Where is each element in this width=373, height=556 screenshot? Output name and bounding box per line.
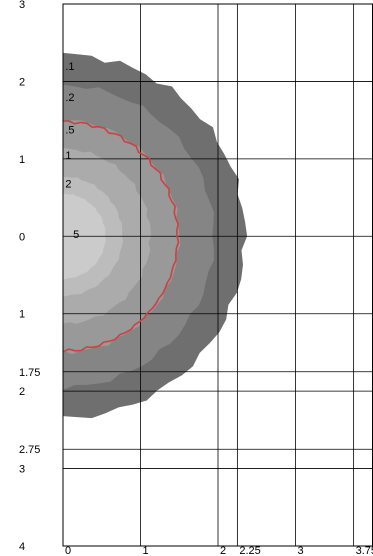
contour-label: 1 — [65, 150, 71, 162]
x-tick-label: 1 — [143, 545, 149, 556]
y-tick-label: 3 — [19, 0, 25, 11]
y-tick-label: 0 — [19, 231, 25, 243]
x-tick-label: 3.75 — [356, 545, 373, 556]
y-tick-label: 2 — [19, 386, 25, 398]
contour-label: 5 — [73, 229, 79, 241]
x-tick-label: 2.25 — [239, 545, 260, 556]
y-tick-label: 1 — [19, 309, 25, 321]
y-tick-label: 2 — [19, 76, 25, 88]
y-tick-label: 1.75 — [19, 367, 40, 379]
y-tick-label: 1 — [19, 154, 25, 166]
y-tick-label: 4 — [19, 541, 25, 553]
contour-label: .1 — [65, 61, 74, 73]
contour-band-5 — [63, 193, 106, 280]
x-tick-label: 3 — [298, 545, 304, 556]
y-tick-label: 2.75 — [19, 444, 40, 456]
contour-label: .5 — [65, 124, 74, 136]
y-tick-label: 3 — [19, 464, 25, 476]
x-tick-label: 0 — [65, 545, 71, 556]
x-tick-label: 2 — [220, 545, 226, 556]
highlight-contour-line — [62, 120, 180, 353]
contour-label: 2 — [65, 179, 71, 191]
contour-label: .2 — [65, 92, 74, 104]
